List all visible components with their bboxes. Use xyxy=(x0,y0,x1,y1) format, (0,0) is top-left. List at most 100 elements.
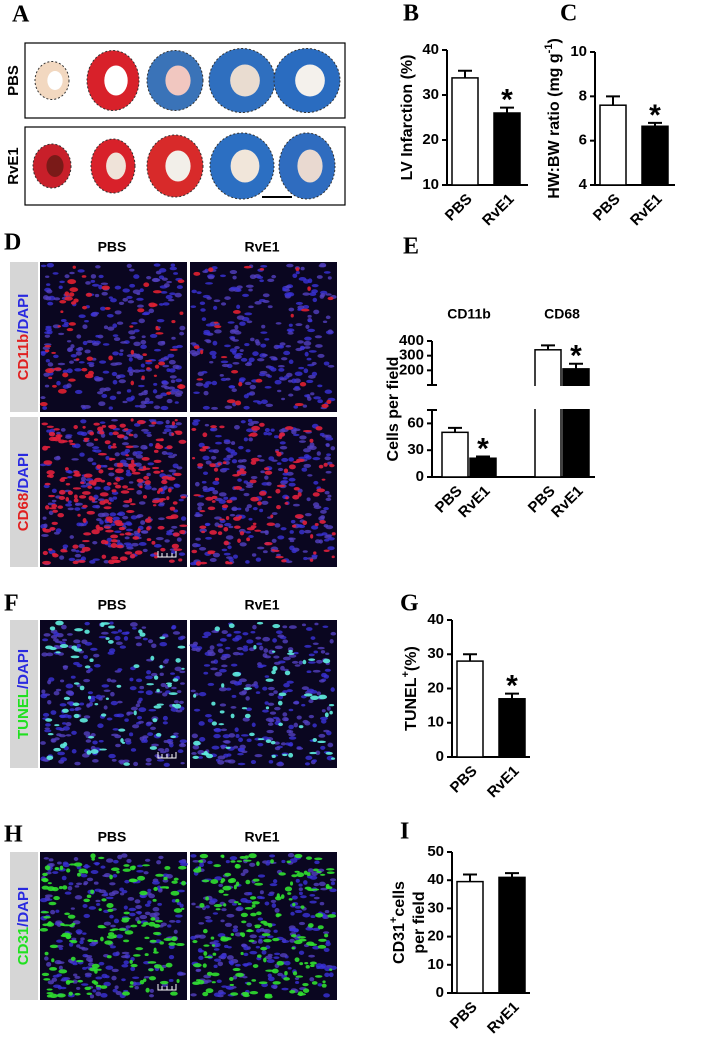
nucleus xyxy=(104,705,108,709)
nucleus xyxy=(84,731,91,736)
nucleus xyxy=(224,344,231,347)
nucleus xyxy=(330,639,334,644)
nucleus xyxy=(102,874,108,877)
nucleus xyxy=(228,526,233,528)
y-axis-label: TUNEL+(%) xyxy=(400,646,420,731)
stain xyxy=(220,710,225,713)
nucleus xyxy=(111,976,116,981)
nucleus xyxy=(202,317,206,321)
stain xyxy=(294,487,300,491)
stain xyxy=(296,872,304,877)
stain xyxy=(50,626,55,630)
nucleus xyxy=(263,648,268,653)
nucleus xyxy=(69,708,74,711)
y-tick-label: 400 xyxy=(399,332,424,349)
stain xyxy=(94,703,98,705)
nucleus xyxy=(169,979,174,982)
stain xyxy=(285,496,288,499)
stain xyxy=(118,729,125,732)
stain xyxy=(245,907,253,910)
y-axis-label-part: ) xyxy=(546,38,563,43)
nucleus xyxy=(273,956,279,959)
nucleus xyxy=(146,670,151,674)
nucleus xyxy=(308,661,316,663)
stain xyxy=(109,458,113,461)
stain xyxy=(310,696,319,700)
stain xyxy=(231,933,234,936)
nucleus xyxy=(140,520,145,525)
nucleus xyxy=(84,881,89,884)
stain xyxy=(90,890,94,894)
stain xyxy=(246,537,250,541)
nucleus xyxy=(69,558,76,561)
nucleus xyxy=(98,275,103,278)
stain xyxy=(144,937,149,940)
nucleus xyxy=(84,349,90,353)
nucleus xyxy=(212,746,220,750)
nucleus xyxy=(321,719,327,724)
nucleus xyxy=(284,961,290,966)
stain xyxy=(283,977,290,981)
stain xyxy=(170,349,178,351)
nucleus xyxy=(145,676,153,680)
stain xyxy=(51,352,56,354)
nucleus xyxy=(175,293,182,298)
stain xyxy=(78,560,86,563)
stain xyxy=(101,898,106,901)
row-label: PBS xyxy=(5,65,22,96)
stain xyxy=(166,496,169,500)
nucleus xyxy=(257,547,264,550)
stain xyxy=(76,358,80,360)
nucleus xyxy=(296,302,303,305)
nucleus xyxy=(110,679,116,682)
y-axis-label-part: -1 xyxy=(543,44,555,54)
stain xyxy=(60,644,68,648)
stain xyxy=(203,963,207,967)
nucleus xyxy=(166,420,170,424)
stain xyxy=(48,733,54,735)
nucleus xyxy=(302,292,309,295)
column-header: PBS xyxy=(98,829,127,845)
nucleus xyxy=(268,366,274,370)
nucleus xyxy=(127,712,133,715)
nucleus xyxy=(180,762,184,764)
nucleus xyxy=(77,347,83,351)
nucleus xyxy=(160,393,167,397)
nucleus xyxy=(303,720,309,724)
stain xyxy=(176,943,185,946)
nucleus xyxy=(180,739,187,743)
nucleus xyxy=(177,537,182,541)
nucleus xyxy=(314,623,318,626)
nucleus xyxy=(211,407,218,410)
nucleus xyxy=(243,953,248,956)
nucleus xyxy=(268,976,275,981)
nucleus xyxy=(302,913,310,918)
nucleus xyxy=(140,340,146,344)
nucleus xyxy=(281,988,288,991)
nucleus xyxy=(195,934,202,937)
nucleus xyxy=(122,442,129,445)
stain xyxy=(80,718,88,722)
nucleus xyxy=(129,372,133,376)
panel-letter: C xyxy=(560,1,577,27)
nucleus xyxy=(237,478,242,482)
row-label: CD68/DAPI xyxy=(15,453,32,531)
stain xyxy=(332,532,336,535)
stain xyxy=(55,651,60,653)
nucleus xyxy=(268,954,273,957)
stain xyxy=(107,909,113,912)
y-tick-label: 10 xyxy=(570,43,587,60)
nucleus xyxy=(241,943,246,947)
nucleus xyxy=(303,464,311,468)
stain xyxy=(52,554,58,558)
nucleus xyxy=(312,362,317,365)
stain xyxy=(244,860,252,862)
nucleus xyxy=(109,882,115,885)
stain xyxy=(178,440,186,444)
nucleus xyxy=(234,681,240,685)
stain xyxy=(43,978,50,981)
stain xyxy=(65,497,69,502)
nucleus xyxy=(170,375,177,378)
nucleus xyxy=(280,441,286,444)
stain xyxy=(208,506,216,510)
